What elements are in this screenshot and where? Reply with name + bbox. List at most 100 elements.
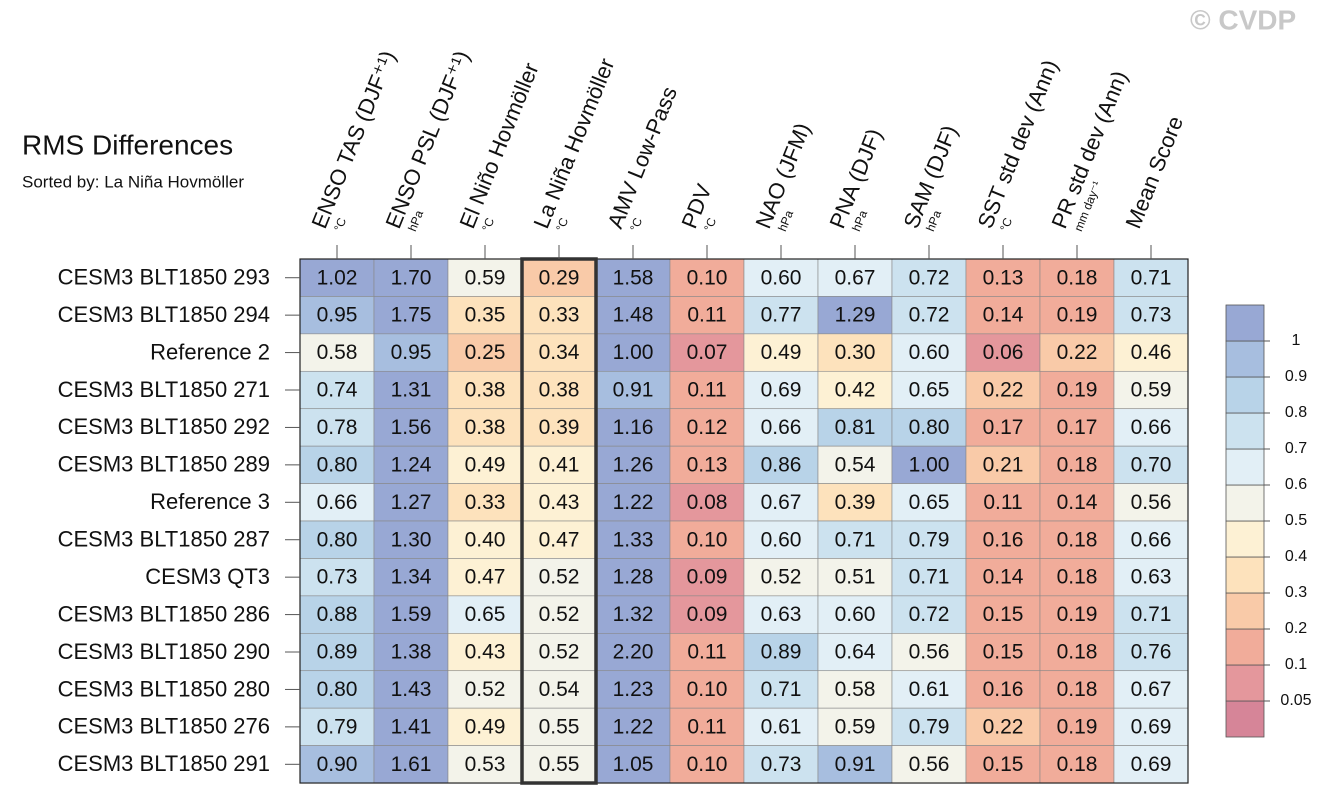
cell-value-label: 0.18 bbox=[1057, 453, 1098, 476]
chart-subtitle: Sorted by: La Niña Hovmöller bbox=[22, 172, 244, 191]
cell-value-label: 0.81 bbox=[835, 416, 876, 439]
heatmap-cell bbox=[817, 558, 893, 597]
cell-value-label: 0.13 bbox=[983, 266, 1024, 289]
heatmap-cell bbox=[817, 632, 893, 672]
cell-value-label: 0.49 bbox=[465, 715, 506, 738]
cell-value-label: 0.19 bbox=[1057, 304, 1098, 327]
cell-value-label: 0.30 bbox=[835, 341, 876, 364]
colorbar-label: 0.6 bbox=[1285, 476, 1307, 493]
cell-value-label: 1.59 bbox=[391, 603, 432, 626]
cell-value-label: 0.52 bbox=[539, 641, 580, 664]
cell-value-label: 0.10 bbox=[687, 266, 728, 289]
heatmap-cell bbox=[299, 333, 375, 372]
column-unit: °C bbox=[479, 215, 497, 233]
cell-value-label: 0.95 bbox=[391, 341, 432, 364]
heatmap-cell bbox=[373, 520, 449, 559]
heatmap-cell bbox=[521, 520, 597, 559]
cell-value-label: 0.79 bbox=[909, 528, 950, 551]
column-unit: °C bbox=[553, 215, 571, 233]
heatmap-cell bbox=[965, 520, 1041, 559]
heatmap-cell bbox=[447, 408, 523, 447]
cell-value-label: 1.26 bbox=[613, 453, 654, 476]
cell-value-label: 0.33 bbox=[465, 491, 506, 514]
heatmap-cell bbox=[743, 670, 819, 709]
cell-value-label: 0.07 bbox=[687, 341, 728, 364]
heatmap-cell bbox=[669, 296, 745, 335]
cell-value-label: 0.73 bbox=[317, 566, 358, 589]
heatmap-cell bbox=[373, 707, 449, 746]
cell-value-label: 1.24 bbox=[391, 453, 432, 476]
heatmap-cell bbox=[1039, 707, 1115, 746]
cell-value-label: 0.38 bbox=[465, 379, 506, 402]
heatmap-cell bbox=[595, 745, 671, 784]
heatmap-cell bbox=[1113, 483, 1189, 522]
heatmap-cell bbox=[743, 595, 819, 634]
heatmap-cell bbox=[299, 483, 375, 522]
cell-value-label: 0.35 bbox=[465, 304, 506, 327]
cell-value-label: 0.39 bbox=[835, 491, 876, 514]
colorbar-segment bbox=[1225, 304, 1265, 342]
colorbar-segment bbox=[1225, 520, 1265, 558]
column-label: Mean Score bbox=[1120, 113, 1188, 232]
heatmap-cell bbox=[743, 408, 819, 447]
heatmap-cell bbox=[965, 483, 1041, 522]
heatmap-cell bbox=[1039, 520, 1115, 559]
column-label: La Niña Hovmöller bbox=[528, 55, 619, 232]
cell-value-label: 0.17 bbox=[983, 416, 1024, 439]
colorbar-segment bbox=[1225, 700, 1265, 738]
cell-value-label: 0.14 bbox=[983, 566, 1024, 589]
cell-value-label: 0.53 bbox=[465, 753, 506, 776]
cell-value-label: 0.78 bbox=[317, 416, 358, 439]
heatmap-cell bbox=[817, 258, 893, 297]
heatmap-cell bbox=[373, 408, 449, 447]
heatmap-cell bbox=[595, 707, 671, 746]
heatmap-cell bbox=[595, 483, 671, 522]
cell-value-label: 0.89 bbox=[317, 641, 358, 664]
cell-value-label: 0.43 bbox=[539, 491, 580, 514]
cell-value-label: 0.19 bbox=[1057, 715, 1098, 738]
cell-value-label: 0.55 bbox=[539, 753, 580, 776]
heatmap-cell bbox=[595, 595, 671, 634]
colorbar-segment bbox=[1225, 628, 1265, 666]
heatmap-cell bbox=[521, 483, 597, 522]
cell-value-label: 1.29 bbox=[835, 304, 876, 327]
cell-value-label: 0.88 bbox=[317, 603, 358, 626]
heatmap-cell bbox=[447, 520, 523, 559]
heatmap-cell bbox=[1113, 707, 1189, 746]
cell-value-label: 0.22 bbox=[983, 715, 1024, 738]
heatmap-cell bbox=[373, 483, 449, 522]
cell-value-label: 1.30 bbox=[391, 528, 432, 551]
cell-value-label: 0.71 bbox=[835, 528, 876, 551]
row-label: CESM3 BLT1850 293 bbox=[58, 265, 270, 290]
heatmap-cell bbox=[299, 558, 375, 597]
cell-value-label: 0.80 bbox=[317, 453, 358, 476]
heatmap-cell bbox=[1039, 558, 1115, 597]
cell-value-label: 0.79 bbox=[909, 715, 950, 738]
heatmap-cell bbox=[1113, 745, 1189, 784]
heatmap-cell bbox=[817, 408, 893, 447]
cell-value-label: 1.27 bbox=[391, 491, 432, 514]
heatmap-cell bbox=[299, 520, 375, 559]
heatmap-cell bbox=[1113, 445, 1189, 484]
cell-value-label: 0.39 bbox=[539, 416, 580, 439]
colorbar-label: 1 bbox=[1292, 332, 1301, 349]
heatmap-cell bbox=[891, 670, 967, 709]
cell-value-label: 0.21 bbox=[983, 453, 1024, 476]
cell-value-label: 0.71 bbox=[761, 678, 802, 701]
cell-value-label: 0.38 bbox=[465, 416, 506, 439]
colorbar-segment bbox=[1225, 592, 1265, 630]
cell-value-label: 0.18 bbox=[1057, 528, 1098, 551]
heatmap-cell bbox=[965, 370, 1041, 410]
heatmap-cell bbox=[373, 296, 449, 335]
heatmap-cell bbox=[743, 483, 819, 522]
cell-value-label: 0.66 bbox=[1131, 528, 1172, 551]
cell-value-label: 0.11 bbox=[687, 379, 726, 402]
colorbar-label: 0.5 bbox=[1285, 512, 1307, 529]
cell-value-label: 1.00 bbox=[613, 341, 654, 364]
cell-value-label: 0.91 bbox=[613, 379, 654, 402]
cell-value-label: 0.16 bbox=[983, 678, 1024, 701]
heatmap-cell bbox=[743, 520, 819, 559]
cell-value-label: 0.41 bbox=[539, 453, 580, 476]
cell-value-label: 0.69 bbox=[1131, 753, 1172, 776]
